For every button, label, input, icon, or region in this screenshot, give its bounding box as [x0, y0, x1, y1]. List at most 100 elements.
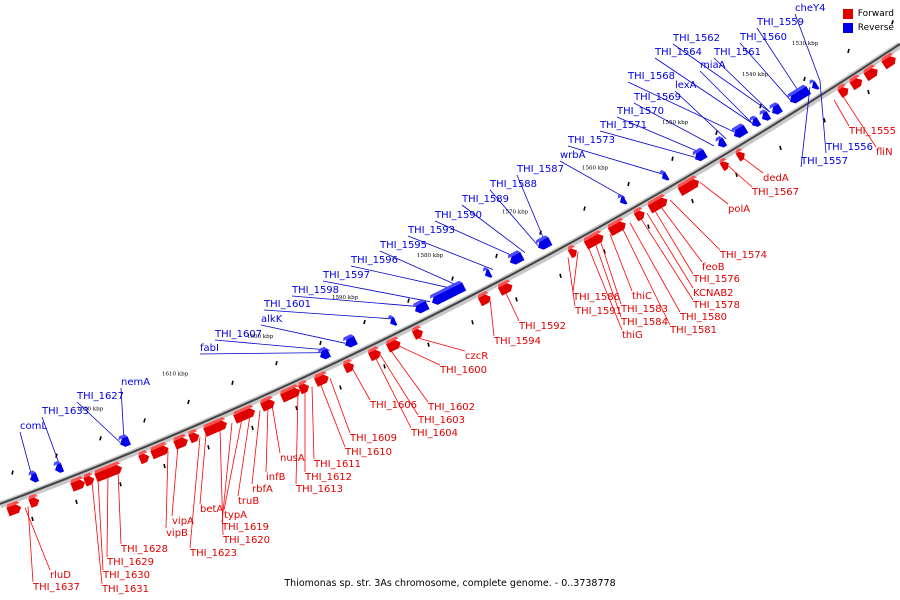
forward-gene-label: THI_1613 — [295, 484, 343, 495]
reverse-gene-arrow — [482, 267, 493, 278]
reverse-gene-label: THI_1570 — [616, 106, 664, 117]
leader-line — [756, 27, 801, 94]
forward-gene-arrow — [314, 370, 329, 387]
leader-line — [669, 199, 721, 251]
scale-mark — [583, 206, 586, 211]
leader-line — [76, 401, 121, 443]
reverse-gene-label: THI_1588 — [489, 179, 537, 190]
tick-label: 1590 kbp — [332, 295, 359, 301]
forward-gene-arrow — [94, 461, 122, 483]
forward-gene-label: THI_1609 — [349, 433, 397, 444]
reverse-gene-arrow — [731, 123, 749, 138]
forward-gene-arrow — [233, 404, 256, 424]
forward-gene-label: vipB — [166, 528, 188, 539]
chromosome-backbone — [0, 42, 900, 509]
reverse-gene-label: nemA — [121, 377, 150, 388]
forward-gene-arrow — [735, 148, 745, 162]
scale-mark — [823, 118, 826, 123]
leader-line — [594, 242, 622, 318]
leader-line — [414, 336, 466, 352]
leader-line — [434, 220, 517, 258]
leader-line — [260, 324, 346, 344]
leader-line — [214, 339, 331, 351]
leader-line — [265, 406, 269, 473]
scale-mark — [187, 399, 190, 405]
legend-reverse-label: Reverse — [857, 23, 894, 33]
forward-gene-label: feoB — [702, 262, 725, 273]
forward-gene-label: rbfA — [252, 484, 273, 495]
scale-mark — [207, 445, 210, 450]
forward-gene-label: THI_1606 — [369, 400, 417, 411]
forward-gene-arrow — [150, 442, 169, 460]
leader-line — [727, 165, 753, 188]
forward-gene-label: betA — [200, 504, 223, 515]
leader-line — [97, 479, 104, 571]
forward-gene-arrow — [28, 493, 40, 508]
reverse-gene-label: THI_1597 — [322, 270, 370, 281]
scale-mark — [339, 385, 342, 390]
reverse-gene-label: THI_1568 — [627, 71, 675, 82]
reverse-gene-label: THI_1562 — [672, 33, 720, 44]
leader-line — [351, 367, 371, 401]
reverse-gene-label: comL — [20, 421, 47, 432]
leader-line — [646, 212, 694, 289]
leader-line — [27, 506, 34, 583]
leader-line — [629, 222, 681, 313]
forward-gene-arrow — [567, 244, 578, 259]
reverse-gene-label: wrbA — [560, 150, 586, 161]
reverse-gene-label: THI_1556 — [825, 142, 873, 153]
forward-gene-label: truB — [238, 496, 259, 507]
scale-mark — [451, 276, 454, 281]
forward-gene-arrow — [173, 433, 188, 450]
reverse-gene-arrow — [343, 334, 358, 348]
reverse-gene-label: THI_1564 — [654, 47, 702, 58]
forward-gene-arrow — [633, 206, 645, 222]
leader-line — [572, 251, 579, 293]
scale-mark — [319, 340, 322, 346]
reverse-gene-arrow — [787, 84, 812, 104]
forward-gene-label: THI_1628 — [120, 544, 168, 555]
leader-line — [621, 227, 671, 326]
forward-gene-label: THI_1578 — [692, 300, 740, 311]
forward-gene-label: infB — [266, 472, 286, 483]
legend-reverse: Reverse — [842, 21, 894, 35]
leader-line — [699, 182, 729, 205]
tick-label: 1610 kbp — [162, 371, 189, 377]
scale-mark — [163, 463, 166, 469]
leader-line — [587, 246, 623, 331]
leader-line — [407, 235, 494, 270]
label-leader-lines — [19, 13, 877, 585]
tick-label: 1580 kbp — [417, 253, 444, 259]
reverse-gene-label: THI_1589 — [461, 194, 509, 205]
map-caption: Thiomonas sp. str. 3As chromosome, compl… — [284, 578, 616, 589]
leader-line — [19, 431, 33, 478]
scale-mark — [559, 273, 562, 278]
leader-line — [699, 70, 753, 124]
forward-gene-arrow — [583, 230, 604, 250]
reverse-gene-arrow — [318, 346, 331, 360]
scale-mark — [603, 249, 606, 254]
forward-gene-label: KCNAB2 — [693, 288, 734, 299]
tick-label: 1530 kbp — [792, 41, 819, 47]
forward-gene-label: typA — [224, 510, 247, 521]
reverse-gene-label: THI_1601 — [263, 299, 311, 310]
leader-line — [24, 507, 51, 571]
reverse-gene-label: miaA — [700, 60, 726, 71]
forward-gene-arrow — [188, 429, 200, 444]
reverse-gene-label: THI_1557 — [800, 156, 848, 167]
reverse-gene-label: THI_1571 — [599, 120, 647, 131]
scale-mark — [363, 319, 366, 325]
reverse-gene-label: THI_1560 — [739, 32, 787, 43]
forward-gene-arrow — [6, 500, 22, 517]
forward-gene-arrow — [386, 336, 401, 353]
reverse-gene-label: THI_1595 — [379, 240, 427, 251]
forward-gene-label: vipA — [172, 516, 194, 527]
scale-mark — [627, 181, 630, 187]
leader-line — [397, 345, 441, 366]
scale-mark — [231, 380, 234, 386]
forward-gene-arrow — [677, 175, 699, 196]
leader-line — [833, 99, 850, 127]
forward-gene-arrow — [298, 380, 310, 395]
